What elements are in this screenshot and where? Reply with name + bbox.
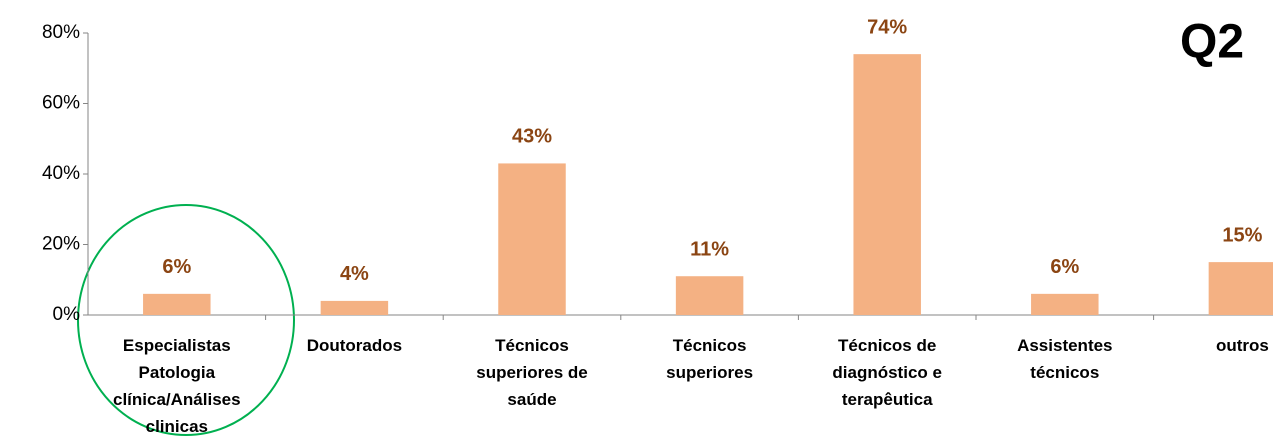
- bar: [498, 163, 566, 315]
- bar: [675, 276, 744, 315]
- y-tick-label: 60%: [42, 93, 80, 114]
- x-tick-label: outros: [1215, 336, 1269, 355]
- annotation: Q2: [1180, 16, 1244, 69]
- bar: [1031, 293, 1099, 315]
- highlight-circle: [77, 204, 295, 436]
- y-tick-label: 0%: [53, 304, 81, 325]
- bar: [320, 300, 389, 315]
- data-label: 74%: [867, 16, 907, 38]
- data-label: 6%: [162, 256, 191, 278]
- bar: [143, 293, 211, 315]
- y-tick-label: 20%: [42, 234, 80, 255]
- data-label: 6%: [1050, 256, 1079, 278]
- data-label: 43%: [512, 126, 552, 148]
- data-label: 4%: [340, 263, 369, 285]
- x-tick-label: Doutorados: [306, 336, 403, 355]
- bar: [1208, 262, 1273, 315]
- y-tick-label: 40%: [42, 163, 80, 184]
- y-tick-label: 80%: [42, 22, 80, 43]
- data-label: 11%: [690, 239, 729, 261]
- data-label: 15%: [1222, 224, 1262, 246]
- x-tick-label: Assistentes técnicos: [1017, 336, 1113, 382]
- x-tick-label: Técnicos superiores: [666, 336, 754, 382]
- x-tick-label: Técnicos de diagnóstico e terapêutica: [832, 336, 942, 409]
- bar: [853, 54, 921, 316]
- x-tick-label: Especialistas Patologia clínica/Análises…: [113, 336, 241, 436]
- x-tick-label: Técnicos superiores de saúde: [476, 336, 588, 409]
